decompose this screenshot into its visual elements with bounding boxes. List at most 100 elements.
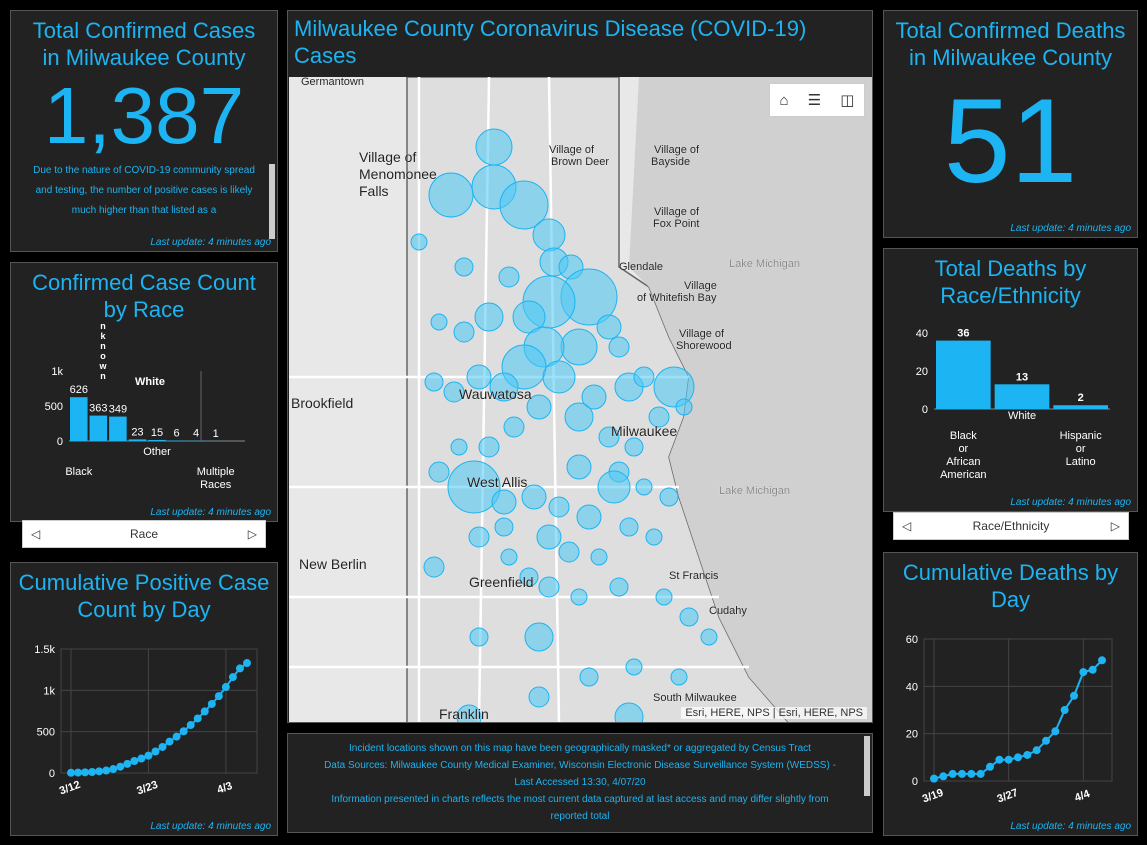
x-tick-label: Black: [65, 466, 92, 478]
data-point: [88, 768, 97, 777]
rotated-label-letter: w: [98, 361, 107, 371]
case-bubble: [645, 528, 663, 546]
data-point: [1088, 665, 1097, 674]
data-point: [207, 699, 216, 708]
place-label: Menomonee: [359, 166, 437, 182]
race-category-selector[interactable]: ◁ Race ▷: [22, 520, 266, 548]
place-label: Shorewood: [676, 340, 732, 352]
deaths-by-race-title: Total Deaths by Race/Ethnicity: [934, 256, 1087, 308]
value-label: 23: [131, 426, 143, 438]
value-label: 36: [957, 328, 969, 340]
case-bubble: [608, 336, 630, 358]
case-bubble: [648, 406, 670, 428]
bar: [70, 397, 88, 441]
case-bubble: [558, 541, 580, 563]
case-bubble: [635, 478, 653, 496]
place-label: West Allis: [467, 474, 527, 490]
cases-updated: Last update: 4 minutes ago: [150, 237, 271, 248]
footer-scrollbar[interactable]: [864, 736, 870, 796]
rotated-label-letter: k: [100, 331, 106, 341]
cumulative-deaths-title: Cumulative Deaths by Day: [902, 560, 1119, 612]
data-point: [186, 721, 195, 730]
layers-icon[interactable]: ◫: [840, 92, 855, 109]
case-bubble: [625, 658, 643, 676]
data-point: [967, 769, 976, 778]
data-point: [221, 683, 230, 692]
data-point: [930, 774, 938, 783]
x-tick-label: or: [958, 443, 968, 455]
case-bubble: [424, 372, 444, 392]
lake-michigan-area: [629, 77, 872, 722]
cases-note-scrollbar[interactable]: [269, 164, 275, 239]
next-category-icon[interactable]: ▷: [247, 527, 257, 541]
case-bubble: [456, 704, 482, 722]
white-label: White: [135, 376, 165, 388]
place-label: Village: [684, 280, 717, 292]
case-bubble: [428, 172, 474, 218]
legend-list-icon[interactable]: ☰: [807, 92, 822, 109]
race-updated: Last update: 4 minutes ago: [150, 507, 271, 518]
y-tick-label: 0: [57, 436, 63, 448]
case-bubble: [576, 504, 602, 530]
next-category-icon[interactable]: ▷: [1110, 519, 1120, 533]
place-label: Greenfield: [469, 574, 534, 590]
case-bubble: [500, 548, 518, 566]
data-point: [172, 732, 181, 741]
total-deaths-title: Total Confirmed Deaths in Milwaukee Coun…: [895, 18, 1126, 70]
map-toolbar: ⌂ ☰ ◫: [769, 83, 865, 117]
rotated-label-letter: o: [100, 351, 106, 361]
y-tick-label: 1.5k: [34, 644, 55, 656]
case-bubble: [564, 402, 594, 432]
data-point: [81, 768, 90, 777]
x-tick-label: 3/12: [58, 779, 82, 798]
case-bubble: [423, 556, 445, 578]
place-label: Milwaukee: [611, 423, 677, 439]
y-tick-label: 1k: [43, 685, 55, 697]
y-tick-label: 20: [906, 729, 918, 741]
data-point: [948, 769, 957, 778]
x-tick-label: Hispanic: [1060, 430, 1103, 442]
x-tick-label: Black: [950, 430, 977, 442]
place-label: Village of: [654, 206, 700, 218]
prev-category-icon[interactable]: ◁: [902, 519, 912, 533]
place-label: Bayside: [651, 156, 690, 168]
case-bubble: [566, 454, 592, 480]
x-tick-label: Multiple: [197, 466, 235, 478]
case-bubble: [700, 628, 718, 646]
case-bubble: [447, 460, 501, 514]
case-bubble: [519, 567, 539, 587]
place-label: Village of: [654, 144, 700, 156]
data-point: [1032, 746, 1041, 755]
cases-note: Due to the nature of COVID-19 community …: [33, 165, 255, 216]
case-bubble: [679, 607, 699, 627]
case-bubble: [536, 524, 562, 550]
data-point: [165, 737, 174, 746]
place-label: Brown Deer: [551, 156, 609, 168]
case-bubble: [548, 496, 570, 518]
deaths-by-race-panel: Total Deaths by Race/Ethnicity 40 20 0 36 Bl…: [883, 248, 1138, 512]
place-label: Village of: [679, 328, 725, 340]
data-point: [158, 742, 167, 751]
ethnicity-category-selector[interactable]: ◁ Race/Ethnicity ▷: [893, 512, 1129, 540]
data-point: [235, 664, 244, 673]
data-point: [1079, 668, 1088, 677]
total-cases-title: Total Confirmed Cases in Milwaukee Count…: [32, 18, 256, 70]
deaths-by-race-updated: Last update: 4 minutes ago: [1010, 497, 1131, 508]
data-point: [958, 769, 966, 778]
home-icon[interactable]: ⌂: [779, 91, 789, 109]
case-bubble: [542, 360, 576, 394]
map-panel: Milwaukee County Coronavirus Disease (CO…: [287, 10, 873, 723]
case-bubble: [410, 233, 428, 251]
bar: [109, 416, 127, 441]
case-bubble: [491, 489, 517, 515]
case-bubble: [428, 461, 450, 483]
case-bubble: [619, 517, 639, 537]
map-view[interactable]: Germantown Village of Menomonee Falls Villag…: [289, 77, 873, 723]
data-point: [193, 714, 202, 723]
value-label: 4: [193, 428, 199, 440]
bar: [89, 415, 108, 441]
deaths-updated: Last update: 4 minutes ago: [1010, 223, 1131, 234]
case-bubble: [526, 394, 552, 420]
prev-category-icon[interactable]: ◁: [31, 527, 41, 541]
